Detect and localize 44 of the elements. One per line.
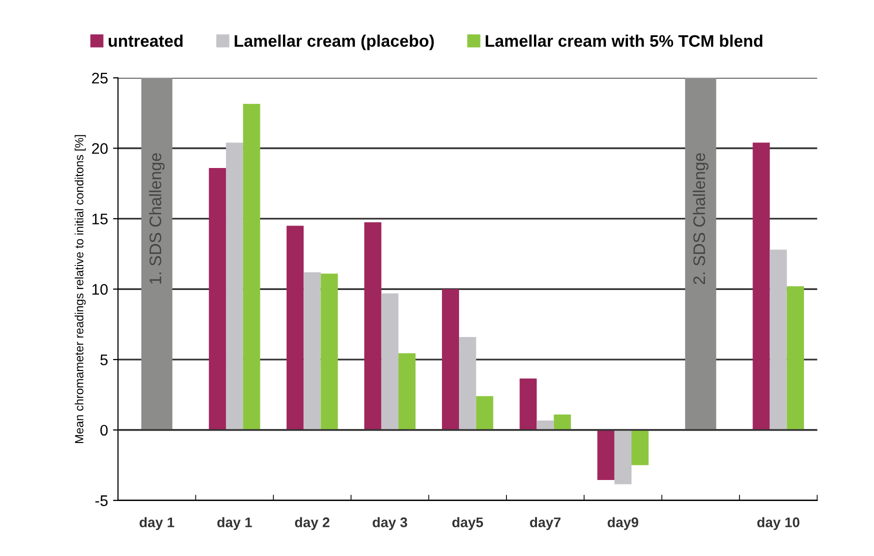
bar — [614, 430, 632, 484]
bar — [459, 337, 476, 430]
x-tick-label: day 1 — [217, 517, 252, 530]
y-tick-label: 0 — [100, 424, 108, 436]
y-axis-title: Mean chromameter readings relative to initial conditons [%] — [74, 135, 86, 443]
x-tick-label: day7 — [530, 517, 560, 530]
bar — [770, 250, 787, 430]
y-tick-label: 10 — [92, 284, 108, 295]
y-tick-label: 25 — [92, 72, 108, 84]
bar — [320, 274, 338, 430]
annotation: 2. SDS Challenge — [692, 153, 708, 284]
bar — [208, 168, 226, 430]
bar — [243, 104, 260, 430]
x-tick-label: day 2 — [295, 517, 330, 530]
bar — [304, 272, 321, 430]
bar — [442, 289, 460, 430]
x-tick-label: day5 — [452, 517, 484, 530]
bar — [520, 378, 537, 430]
y-tick-label: 15 — [92, 214, 108, 224]
y-tick-label: 5 — [100, 354, 108, 366]
bar — [752, 142, 770, 430]
x-tick-label: day 3 — [372, 517, 408, 530]
legend-label: Lamellar cream with 5% TCM blend — [486, 34, 762, 47]
bar — [364, 222, 382, 430]
bar — [536, 420, 554, 430]
bar — [685, 78, 716, 430]
bar — [286, 226, 304, 430]
annotation: 1. SDS Challenge — [149, 153, 165, 284]
x-tick-label: day 10 — [757, 517, 800, 530]
bar — [597, 430, 614, 480]
bar — [226, 142, 244, 430]
bar — [554, 414, 571, 430]
y-tick-label: -5 — [95, 495, 108, 506]
legend-label: Lamellar cream (placebo) — [234, 34, 434, 50]
legend-label: untreated — [108, 34, 183, 47]
y-tick-label: 20 — [92, 143, 108, 154]
bar — [632, 430, 649, 466]
x-tick-label: day9 — [608, 517, 638, 530]
bar — [476, 396, 494, 430]
bar — [141, 78, 172, 430]
bar — [381, 293, 398, 430]
bar — [398, 353, 416, 430]
x-tick-label: day 1 — [140, 517, 174, 530]
bar — [786, 286, 804, 430]
